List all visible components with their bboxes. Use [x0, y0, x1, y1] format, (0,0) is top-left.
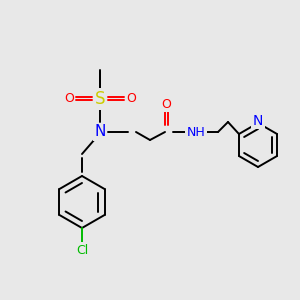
- Text: O: O: [161, 98, 171, 110]
- Text: NH: NH: [187, 127, 206, 140]
- Text: N: N: [94, 124, 106, 140]
- Text: O: O: [126, 92, 136, 105]
- Text: O: O: [64, 92, 74, 105]
- Text: S: S: [95, 90, 105, 108]
- Text: Cl: Cl: [76, 244, 88, 256]
- Text: N: N: [253, 114, 263, 128]
